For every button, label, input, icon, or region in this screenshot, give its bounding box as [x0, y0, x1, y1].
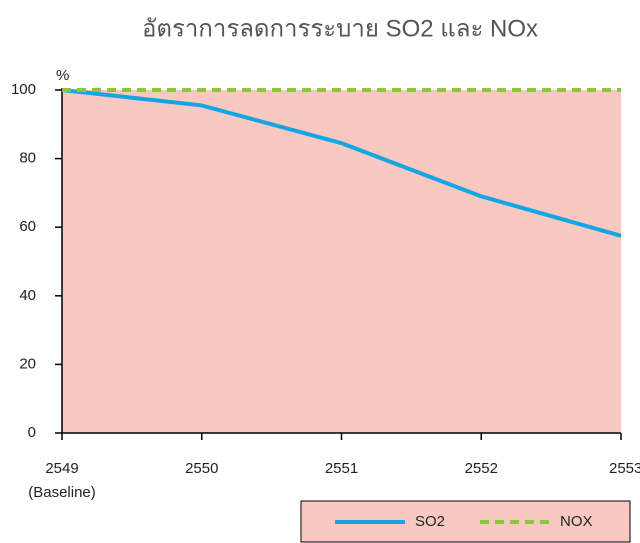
x-tick-label: 2552: [465, 460, 498, 477]
y-tick-label: 100: [11, 81, 36, 98]
chart-title: อัตราการลดการระบาย SO2 และ NOx: [142, 15, 538, 42]
x-tick-label: 2550: [185, 460, 218, 477]
y-axis-label: %: [56, 67, 69, 84]
plot-area: [62, 90, 621, 433]
series-line: [61, 88, 622, 238]
y-tick-label: 60: [19, 218, 36, 235]
y-tick-label: 80: [19, 150, 36, 167]
y-tick-label: 40: [19, 287, 36, 304]
x-tick-label: 2553: [609, 460, 640, 477]
x-tick-label: 2549: [45, 460, 78, 477]
x-tick-label: 2551: [325, 460, 358, 477]
legend-label: NOX: [560, 513, 593, 530]
y-tick-label: 0: [28, 424, 36, 441]
y-tick-label: 20: [19, 355, 36, 372]
legend-label: SO2: [415, 513, 445, 530]
annotation: (Baseline): [28, 484, 96, 501]
